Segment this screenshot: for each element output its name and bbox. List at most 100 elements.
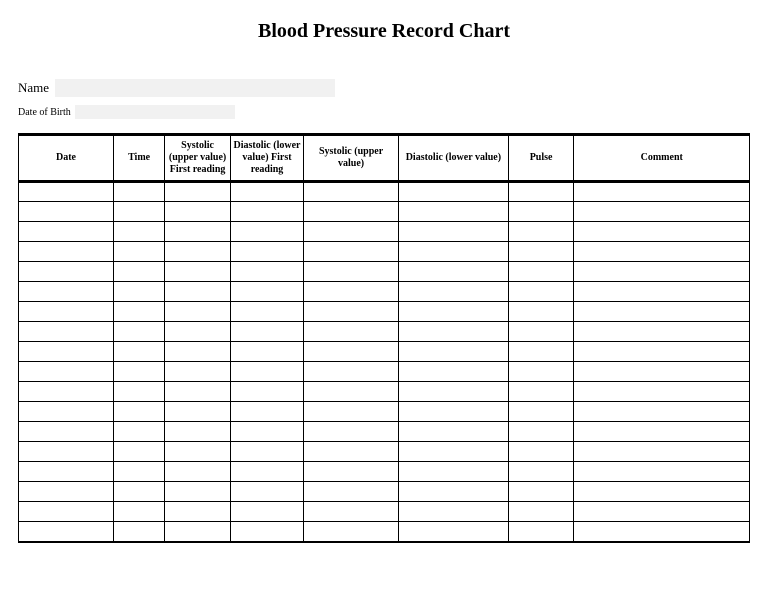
table-cell[interactable] [508,182,574,202]
table-cell[interactable] [508,522,574,542]
table-cell[interactable] [574,402,750,422]
table-cell[interactable] [399,382,509,402]
table-cell[interactable] [399,522,509,542]
table-cell[interactable] [304,202,399,222]
table-cell[interactable] [165,462,231,482]
table-cell[interactable] [165,502,231,522]
table-cell[interactable] [230,242,303,262]
table-cell[interactable] [574,322,750,342]
table-cell[interactable] [304,222,399,242]
name-input[interactable] [55,79,335,97]
table-cell[interactable] [508,482,574,502]
table-cell[interactable] [399,342,509,362]
table-cell[interactable] [114,502,165,522]
table-cell[interactable] [114,422,165,442]
table-cell[interactable] [19,442,114,462]
table-cell[interactable] [114,462,165,482]
table-cell[interactable] [508,262,574,282]
table-cell[interactable] [165,202,231,222]
table-cell[interactable] [574,422,750,442]
table-cell[interactable] [304,402,399,422]
table-cell[interactable] [304,522,399,542]
table-cell[interactable] [230,442,303,462]
table-cell[interactable] [19,522,114,542]
table-cell[interactable] [19,342,114,362]
table-cell[interactable] [304,322,399,342]
table-cell[interactable] [304,442,399,462]
table-cell[interactable] [304,342,399,362]
table-cell[interactable] [114,342,165,362]
table-cell[interactable] [508,282,574,302]
table-cell[interactable] [114,382,165,402]
table-cell[interactable] [165,342,231,362]
table-cell[interactable] [399,222,509,242]
table-cell[interactable] [19,202,114,222]
table-cell[interactable] [508,462,574,482]
table-cell[interactable] [165,482,231,502]
table-cell[interactable] [399,262,509,282]
table-cell[interactable] [508,202,574,222]
table-cell[interactable] [304,462,399,482]
table-cell[interactable] [574,182,750,202]
table-cell[interactable] [165,242,231,262]
table-cell[interactable] [19,382,114,402]
table-cell[interactable] [399,242,509,262]
table-cell[interactable] [19,422,114,442]
table-cell[interactable] [399,402,509,422]
table-cell[interactable] [304,282,399,302]
table-cell[interactable] [508,422,574,442]
table-cell[interactable] [114,242,165,262]
table-cell[interactable] [165,442,231,462]
table-cell[interactable] [574,262,750,282]
table-cell[interactable] [574,442,750,462]
table-cell[interactable] [230,422,303,442]
table-cell[interactable] [399,322,509,342]
dob-input[interactable] [75,105,235,119]
table-cell[interactable] [165,322,231,342]
table-cell[interactable] [19,402,114,422]
table-cell[interactable] [304,482,399,502]
table-cell[interactable] [574,282,750,302]
table-cell[interactable] [399,282,509,302]
table-cell[interactable] [508,342,574,362]
table-cell[interactable] [114,302,165,322]
table-cell[interactable] [508,322,574,342]
table-cell[interactable] [399,422,509,442]
table-cell[interactable] [230,482,303,502]
table-cell[interactable] [304,242,399,262]
table-cell[interactable] [114,522,165,542]
table-cell[interactable] [399,182,509,202]
table-cell[interactable] [230,302,303,322]
table-cell[interactable] [508,222,574,242]
table-cell[interactable] [165,522,231,542]
table-cell[interactable] [114,222,165,242]
table-cell[interactable] [165,282,231,302]
table-cell[interactable] [19,242,114,262]
table-cell[interactable] [230,462,303,482]
table-cell[interactable] [114,262,165,282]
table-cell[interactable] [574,222,750,242]
table-cell[interactable] [230,342,303,362]
table-cell[interactable] [230,402,303,422]
table-cell[interactable] [574,202,750,222]
table-cell[interactable] [304,302,399,322]
table-cell[interactable] [230,502,303,522]
table-cell[interactable] [230,362,303,382]
table-cell[interactable] [574,482,750,502]
table-cell[interactable] [399,302,509,322]
table-cell[interactable] [165,402,231,422]
table-cell[interactable] [508,302,574,322]
table-cell[interactable] [230,282,303,302]
table-cell[interactable] [19,302,114,322]
table-cell[interactable] [574,362,750,382]
table-cell[interactable] [230,222,303,242]
table-cell[interactable] [165,262,231,282]
table-cell[interactable] [165,222,231,242]
table-cell[interactable] [165,382,231,402]
table-cell[interactable] [230,322,303,342]
table-cell[interactable] [114,482,165,502]
table-cell[interactable] [19,502,114,522]
table-cell[interactable] [574,462,750,482]
table-cell[interactable] [230,382,303,402]
table-cell[interactable] [19,482,114,502]
